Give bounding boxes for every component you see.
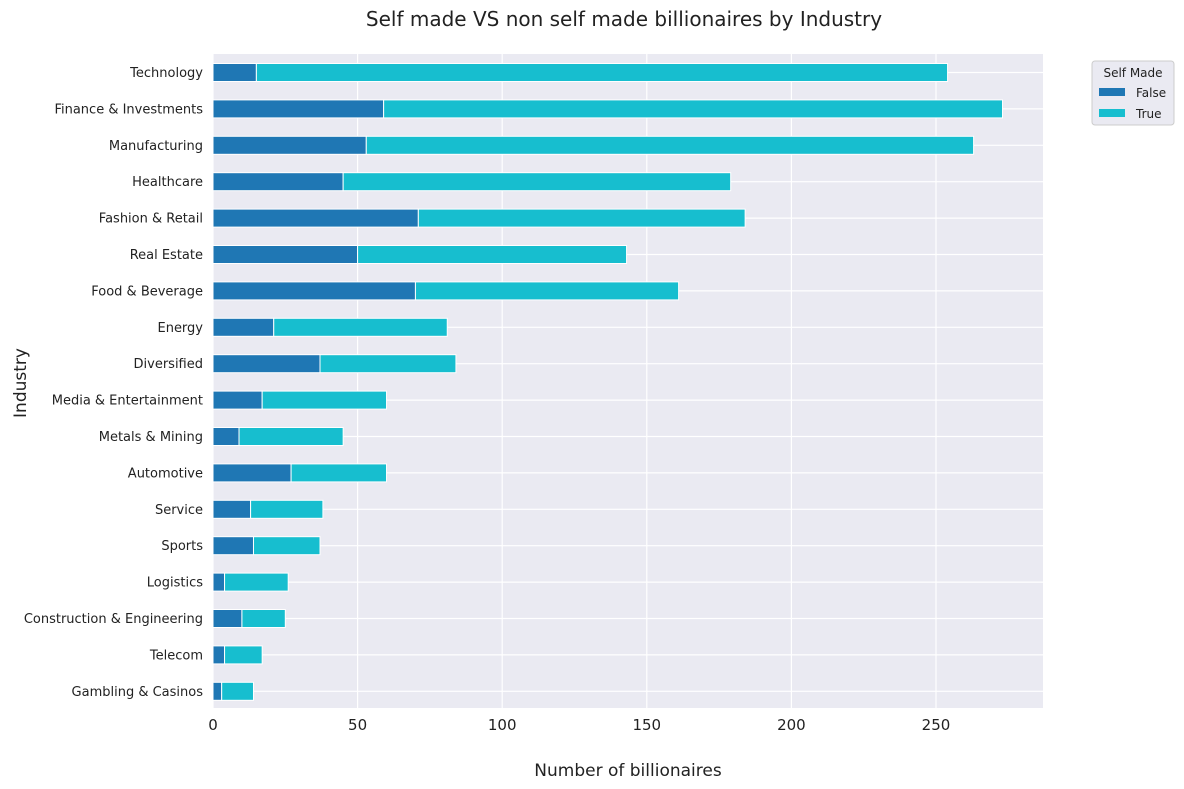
- bar-false: [212, 645, 226, 665]
- bar-false: [212, 681, 223, 701]
- y-tick-labels: Technology Finance & Investments Manufactu…: [24, 66, 203, 700]
- bar-false: [212, 63, 257, 82]
- bar-false: [212, 99, 385, 119]
- x-tick-label: 100: [488, 716, 517, 734]
- y-tick-label: Real Estate: [130, 248, 203, 263]
- bar-true: [241, 609, 286, 628]
- bar-true: [319, 354, 457, 374]
- bar-false: [212, 135, 367, 155]
- plot-area: [213, 54, 1043, 708]
- bar-true: [221, 681, 254, 701]
- y-tick-label: Logistics: [147, 576, 203, 591]
- bar-true: [252, 536, 321, 556]
- bar-false: [212, 208, 419, 228]
- chart-title: Self made VS non self made billionaires …: [366, 7, 882, 31]
- y-axis-label: Industry: [11, 348, 31, 418]
- bar-true: [255, 63, 949, 82]
- legend-swatch-false: [1099, 88, 1125, 96]
- bar-true: [417, 208, 746, 228]
- bar-false: [212, 463, 292, 483]
- bar-true: [261, 390, 388, 410]
- bar-true: [238, 427, 344, 446]
- bar-false: [212, 572, 226, 592]
- bar-true: [224, 645, 263, 665]
- bar-false: [212, 317, 275, 337]
- bar-true: [273, 317, 448, 337]
- y-tick-label: Food & Beverage: [91, 284, 203, 299]
- x-axis-label: Number of billionaires: [534, 761, 722, 781]
- y-tick-label: Fashion & Retail: [99, 212, 203, 227]
- bar-true: [224, 572, 289, 592]
- bar-false: [212, 281, 416, 301]
- x-tick-label: 50: [348, 716, 367, 734]
- y-tick-label: Gambling & Casinos: [72, 685, 204, 700]
- legend-swatch-true: [1099, 109, 1125, 117]
- bar-false: [212, 354, 321, 374]
- bars: [212, 63, 1004, 701]
- y-tick-label: Automotive: [128, 466, 203, 481]
- y-tick-label: Service: [155, 503, 203, 518]
- y-tick-label: Construction & Engineering: [24, 612, 203, 627]
- bar-true: [342, 172, 732, 192]
- bar-true: [250, 499, 324, 519]
- bar-true: [290, 463, 388, 483]
- y-tick-label: Healthcare: [132, 175, 203, 190]
- bar-true: [357, 245, 628, 264]
- bar-true: [414, 281, 680, 301]
- x-tick-label: 150: [632, 716, 661, 734]
- legend-label-true: True: [1135, 107, 1162, 121]
- x-tick-labels: 0 50 100 150 200 250: [208, 716, 950, 734]
- y-tick-label: Diversified: [134, 357, 203, 372]
- bar-false: [212, 390, 263, 410]
- bar-false: [212, 172, 344, 192]
- bar-false: [212, 245, 359, 264]
- y-tick-label: Sports: [161, 539, 203, 554]
- y-tick-label: Technology: [129, 66, 203, 81]
- y-tick-label: Telecom: [149, 648, 203, 663]
- bar-false: [212, 499, 252, 519]
- bar-true: [383, 99, 1004, 119]
- legend-label-false: False: [1136, 86, 1166, 100]
- bar-false: [212, 427, 240, 446]
- y-tick-label: Metals & Mining: [99, 430, 203, 445]
- x-tick-label: 0: [208, 716, 218, 734]
- x-tick-label: 250: [922, 716, 951, 734]
- x-tick-label: 200: [777, 716, 806, 734]
- bar-false: [212, 609, 243, 628]
- bar-true: [365, 135, 975, 155]
- y-tick-label: Manufacturing: [109, 139, 203, 154]
- legend: Self Made False True: [1091, 60, 1175, 126]
- legend-title: Self Made: [1103, 66, 1162, 80]
- y-tick-label: Media & Entertainment: [52, 394, 203, 409]
- y-tick-label: Finance & Investments: [54, 102, 203, 117]
- bar-false: [212, 536, 254, 556]
- y-tick-label: Energy: [157, 321, 203, 336]
